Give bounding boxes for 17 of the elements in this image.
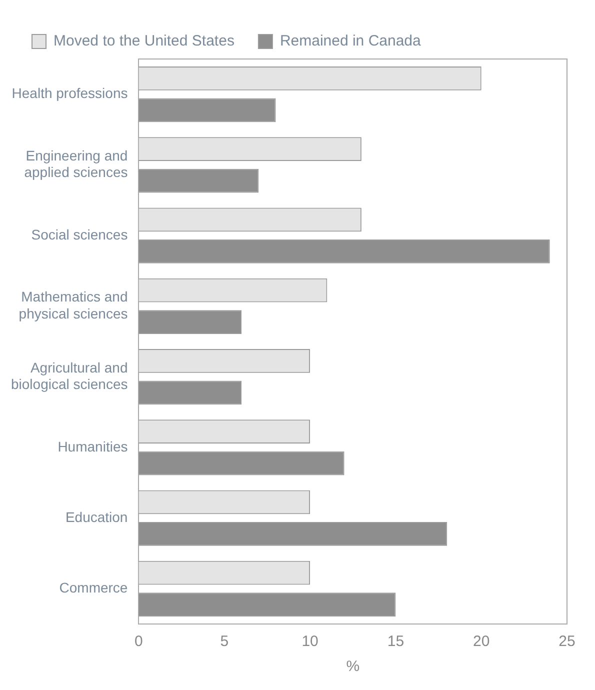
x-tick-label: 15 [387, 633, 404, 650]
y-tick-label: Education [65, 508, 128, 525]
y-tick-label: Health professions [12, 85, 128, 102]
x-tick-label: 0 [134, 633, 143, 650]
x-tick-label: 25 [558, 633, 576, 650]
legend-label: Remained in Canada [280, 32, 422, 50]
legend-label: Moved to the United States [54, 32, 234, 50]
y-tick-label: Engineering and applied sciences [24, 147, 128, 180]
x-tick-label: 5 [220, 633, 229, 650]
x-axis-title: % [346, 658, 360, 676]
y-tick-label: Mathematics and physical sciences [18, 288, 128, 322]
x-tick-label: 20 [473, 633, 490, 650]
y-tick-label: Commerce [59, 580, 128, 596]
y-tick-label: Humanities [58, 438, 128, 454]
y-tick-label: Social sciences [31, 226, 128, 242]
y-tick-label: Agricultural and biological sciences [10, 359, 128, 392]
x-tick-label: 10 [302, 633, 318, 650]
